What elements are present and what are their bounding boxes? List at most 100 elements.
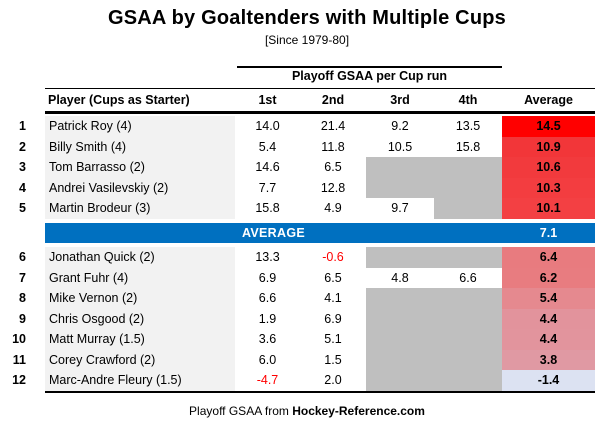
col-header-2nd: 2nd [321,93,345,107]
value-cell [434,308,502,329]
rank-cell: 3 [19,160,26,174]
value-cell [434,288,502,309]
average-cell: 10.3 [502,177,595,198]
value-cell [366,247,434,268]
value-cell: -4.7 [256,373,279,387]
value-cell [366,177,434,198]
value-cell: 10.5 [387,139,413,154]
player-cell: Patrick Roy (4) [45,116,235,137]
value-cell: 21.4 [320,119,346,133]
value-cell: 3.6 [258,332,277,346]
value-cell: 11.8 [321,139,345,154]
value-cell: 13.3 [255,250,280,264]
player-cell: Grant Fuhr (4) [45,267,235,288]
value-cell: 6.6 [459,270,477,285]
value-cell: -0.6 [322,250,344,264]
average-cell: -1.4 [502,370,595,391]
player-cell: Chris Osgood (2) [45,308,235,329]
table-header-row: Player (Cups as Starter) 1st 2nd 3rd 4th… [0,89,595,111]
value-cell: 13.5 [455,119,481,133]
average-row-label: AVERAGE [242,225,305,240]
source-note-link: Hockey-Reference.com [292,404,425,418]
value-cell: 4.8 [391,270,409,285]
rank-cell: 4 [19,180,26,195]
value-cell: 4.9 [324,201,342,215]
average-cell: 10.6 [502,157,595,178]
value-cell: 2.0 [324,373,342,387]
rank-cell: 6 [19,250,26,264]
value-cell: 9.2 [391,119,409,133]
table-row: 2 Billy Smith (4) 5.4 11.8 10.5 15.8 10.9 [0,136,595,157]
average-row: AVERAGE 7.1 [45,222,595,243]
value-cell: 6.5 [324,270,342,285]
source-note-prefix: Playoff GSAA from [189,404,293,418]
player-cell: Mike Vernon (2) [45,288,235,309]
value-cell [434,198,502,219]
value-cell: 15.8 [255,201,280,215]
col-header-1st: 1st [258,93,277,107]
value-cell [366,349,434,370]
rank-cell: 5 [19,201,26,215]
table-row: 10 Matt Murray (1.5) 3.6 5.1 4.4 [0,329,595,350]
table-row: 7 Grant Fuhr (4) 6.9 6.5 4.8 6.6 6.2 [0,267,595,288]
player-cell: Marc-Andre Fleury (1.5) [45,370,235,391]
value-cell: 4.1 [324,291,342,305]
table-row: 3 Tom Barrasso (2) 14.6 6.5 10.6 [0,157,595,178]
rows-below-average: 6 Jonathan Quick (2) 13.3 -0.6 6.4 7 Grant Fuh… [0,247,595,391]
player-cell: Jonathan Quick (2) [45,247,235,268]
average-cell: 14.5 [502,116,595,137]
average-row-value: 7.1 [539,225,558,240]
value-cell [434,329,502,350]
player-cell: Andrei Vasilevskiy (2) [45,177,235,198]
table-row: 1 Patrick Roy (4) 14.0 21.4 9.2 13.5 14.5 [0,116,595,137]
rows-above-average: 1 Patrick Roy (4) 14.0 21.4 9.2 13.5 14.5 2 Bill… [0,116,595,219]
player-cell: Billy Smith (4) [45,136,235,157]
rank-cell: 1 [19,119,26,133]
header-bottom-rule [45,111,595,114]
average-cell: 6.4 [502,247,595,268]
value-cell: 14.0 [255,119,280,133]
table-row: 9 Chris Osgood (2) 1.9 6.9 4.4 [0,308,595,329]
rank-cell: 9 [19,311,26,326]
page-title: GSAA by Goaltenders with Multiple Cups [107,7,506,29]
value-cell: 7.7 [258,180,277,195]
value-cell [434,349,502,370]
player-cell: Matt Murray (1.5) [45,329,235,350]
value-cell [366,308,434,329]
table-row: 5 Martin Brodeur (3) 15.8 4.9 9.7 10.1 [0,198,595,219]
table-row: 11 Corey Crawford (2) 6.0 1.5 3.8 [0,349,595,370]
player-cell: Martin Brodeur (3) [45,198,235,219]
value-cell [366,288,434,309]
rank-cell: 2 [19,139,26,154]
rank-cell: 8 [19,291,26,305]
group-header-overline [237,66,502,68]
player-cell: Tom Barrasso (2) [45,157,235,178]
average-cell: 4.4 [502,308,595,329]
rank-cell: 12 [12,373,26,387]
value-cell: 9.7 [391,201,409,215]
header-top-rule [45,88,595,89]
value-cell: 5.1 [324,332,342,346]
value-cell: 5.4 [258,139,277,154]
rank-column-header [0,89,45,111]
average-cell: 5.4 [502,288,595,309]
value-cell: 1.9 [258,311,277,326]
col-header-4th: 4th [458,93,478,107]
table-bottom-rule [45,390,595,393]
player-column-header: Player (Cups as Starter) [48,93,190,107]
value-cell: 12.8 [320,180,346,195]
average-cell: 10.9 [502,136,595,157]
table-row: 8 Mike Vernon (2) 6.6 4.1 5.4 [0,288,595,309]
average-cell: 3.8 [502,349,595,370]
rank-cell: 10 [12,332,26,346]
value-cell [434,247,502,268]
value-cell: 6.5 [324,160,342,174]
source-note: Playoff GSAA from Hockey-Reference.com [0,404,614,418]
rank-cell: 11 [12,352,26,367]
value-cell: 6.9 [324,311,342,326]
col-header-3rd: 3rd [390,93,410,107]
value-cell [366,370,434,391]
value-cell: 14.6 [255,160,280,174]
rank-cell: 7 [19,270,26,285]
